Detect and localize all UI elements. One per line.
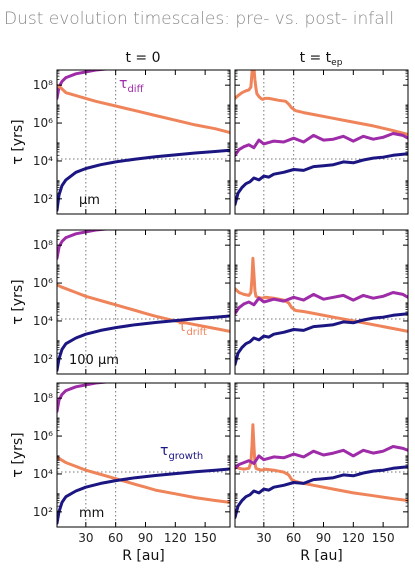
curve-label-growth: τgrowth (160, 443, 203, 462)
x-tick-label: 30 (256, 531, 271, 545)
column-title-left: t = 0 (125, 50, 160, 66)
series-drift (235, 70, 408, 136)
x-tick-label: 150 (372, 531, 395, 545)
x-axis-label: R [au] (300, 548, 343, 564)
panel-r1-c1 (234, 229, 409, 375)
panel-r0-c1 (234, 69, 409, 215)
series-diff (57, 383, 112, 413)
plot-area (57, 70, 230, 214)
x-tick-label: 60 (286, 531, 301, 545)
panel-grid: 10² 10⁴ 10⁶ 10⁸ τ [yrs] μm 10² 10⁴ 10⁶ 10⁸ τ [yrs]… (10, 69, 409, 564)
series-drift (57, 83, 230, 134)
panel-frame (234, 229, 409, 375)
x-tick-label: 150 (194, 531, 217, 545)
y-tick-label: 10² (33, 505, 53, 519)
grain-size-label: mm (79, 506, 104, 521)
plot-area (57, 230, 230, 374)
panel-r2-c1: 30 60 90 120 150 R [au] (234, 382, 409, 564)
x-tick-label: 120 (164, 531, 187, 545)
panel-frame (234, 69, 409, 215)
y-axis-label: τ [yrs] (10, 279, 26, 324)
panel-frame (56, 229, 231, 375)
x-tick-label: 30 (78, 531, 93, 545)
panel-r2-c0: 10² 10⁴ 10⁶ 10⁸ 30 60 90 120 150 τ [yrs] mm R [au] (10, 382, 231, 564)
x-tick-label: 60 (108, 531, 123, 545)
panel-frame (56, 382, 231, 528)
series-growth (235, 465, 408, 519)
figure-title: Dust evolution timescales: pre- vs. post… (4, 9, 394, 29)
x-axis-label: R [au] (122, 548, 165, 564)
panel-frame (56, 69, 231, 215)
grain-size-label: μm (79, 193, 100, 208)
plot-area (57, 383, 230, 527)
y-tick-label: 10² (33, 352, 53, 366)
y-tick-label: 10⁸ (33, 391, 53, 405)
series-growth (57, 314, 230, 372)
y-tick-label: 10² (33, 192, 53, 206)
y-tick-label: 10⁶ (33, 429, 53, 443)
y-tick-label: 10⁴ (33, 314, 53, 328)
y-tick-label: 10⁸ (33, 78, 53, 92)
y-tick-label: 10⁶ (33, 116, 53, 130)
y-axis-label: τ [yrs] (10, 432, 26, 477)
column-title-right: t = tep (300, 50, 343, 68)
y-tick-label: 10⁸ (33, 238, 53, 252)
y-axis-label: τ [yrs] (10, 119, 26, 164)
panel-frame (234, 382, 409, 528)
plot-area (235, 230, 408, 374)
series-growth (57, 467, 230, 525)
series-drift (57, 455, 230, 504)
series-drift (235, 256, 408, 333)
curve-label-diff: τdiff (119, 76, 145, 95)
plot-area (235, 383, 408, 527)
curve-label-drift: τdrift (178, 319, 207, 338)
x-tick-label: 90 (316, 531, 331, 545)
series-growth (235, 152, 408, 206)
panel-r1-c0: 10² 10⁴ 10⁶ 10⁸ τ [yrs] 100 μm (10, 229, 231, 375)
series-diff (235, 445, 408, 470)
series-diff (235, 291, 408, 315)
series-diff (57, 230, 112, 260)
series-drift (235, 423, 408, 502)
y-tick-label: 10⁶ (33, 276, 53, 290)
x-tick-label: 120 (342, 531, 365, 545)
series-drift (57, 283, 230, 333)
series-diff (235, 132, 408, 157)
y-tick-label: 10⁴ (33, 467, 53, 481)
grain-size-label: 100 μm (69, 353, 119, 368)
series-growth (57, 148, 230, 212)
series-growth (235, 312, 408, 366)
x-tick-label: 90 (138, 531, 153, 545)
panel-r0-c0: 10² 10⁴ 10⁶ 10⁸ τ [yrs] μm (10, 69, 231, 215)
y-tick-label: 10⁴ (33, 154, 53, 168)
plot-area (235, 70, 408, 214)
